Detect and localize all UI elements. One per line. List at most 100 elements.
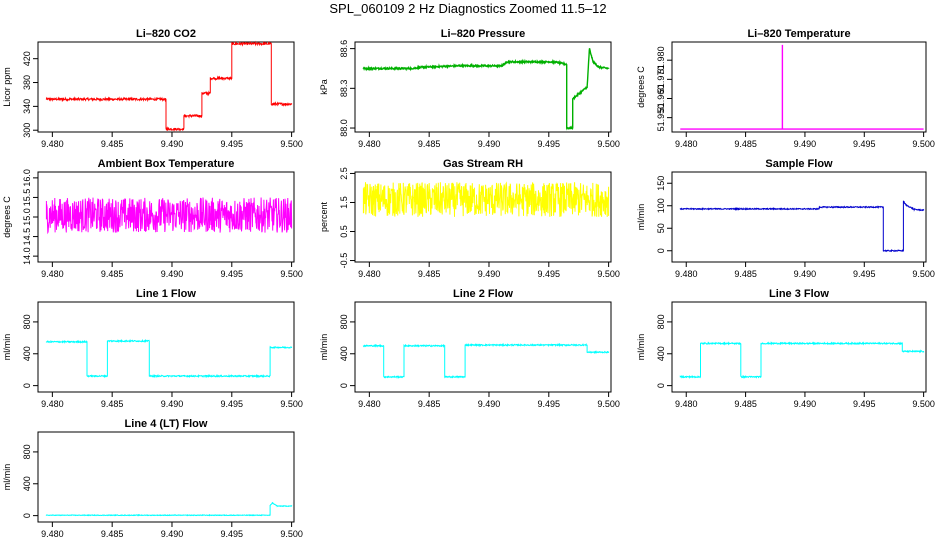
y-tick-label: 88.6 (339, 40, 349, 58)
x-tick-label: 9.490 (794, 269, 817, 279)
series-line (45, 40, 293, 132)
chart-panel: Li–820 Pressure 9.480 9.485 9.490 9.495 9.500… (319, 28, 620, 149)
y-tick-label: 88.0 (339, 119, 349, 137)
chart-title: Li–820 CO2 (136, 28, 196, 40)
y-tick-label: 0 (339, 383, 349, 388)
chart-panel: Line 3 Flow 9.480 9.485 9.490 9.495 9.500 0 400… (636, 288, 935, 409)
x-tick-label: 9.495 (538, 139, 561, 149)
chart-title: Li–820 Pressure (441, 28, 525, 40)
x-tick-label: 9.490 (478, 399, 501, 409)
x-tick-label: 9.495 (221, 269, 244, 279)
plot-frame (354, 301, 612, 393)
x-tick-label: 9.500 (280, 269, 303, 279)
x-tick-label: 9.480 (358, 399, 381, 409)
plot-frame (671, 171, 927, 263)
x-tick-label: 9.485 (734, 139, 757, 149)
x-tick-label: 9.495 (221, 529, 244, 539)
y-tick-label: 14.0 (22, 247, 32, 265)
x-tick-label: 9.485 (101, 399, 124, 409)
y-tick-label: 400 (22, 346, 32, 361)
x-tick-label: 9.480 (358, 139, 381, 149)
y-tick-label: 420 (22, 51, 32, 66)
y-tick-label: 15.5 (22, 189, 32, 207)
y-tick-label: 51.960 (656, 85, 666, 113)
chart-title: Sample Flow (765, 158, 833, 170)
chart-panel: Li–820 CO2 9.480 9.485 9.490 9.495 9.500 300 34… (2, 28, 303, 149)
x-tick-label: 9.490 (161, 399, 184, 409)
chart-panel: Line 2 Flow 9.480 9.485 9.490 9.495 9.500 0 400… (319, 288, 620, 409)
y-tick-label: 2.5 (339, 167, 349, 180)
chart-panel: Gas Stream RH 9.480 9.485 9.490 9.495 9.500 -0… (319, 158, 620, 279)
x-tick-label: 9.495 (538, 399, 561, 409)
chart-title: Line 4 (LT) Flow (125, 418, 208, 430)
x-tick-label: 9.495 (538, 269, 561, 279)
series-line (362, 181, 610, 217)
y-axis-label: Licor ppm (2, 67, 12, 107)
x-tick-label: 9.500 (597, 139, 620, 149)
x-tick-label: 9.495 (221, 399, 244, 409)
x-tick-label: 9.500 (912, 139, 935, 149)
y-tick-label: 400 (656, 346, 666, 361)
x-tick-label: 9.485 (734, 399, 757, 409)
x-tick-label: 9.495 (853, 139, 876, 149)
plot-frame (37, 41, 295, 133)
x-tick-label: 9.480 (41, 399, 64, 409)
y-axis-label: ml/min (636, 204, 646, 231)
plot-frame (37, 431, 295, 523)
x-tick-label: 9.480 (41, 529, 64, 539)
x-tick-label: 9.490 (161, 269, 184, 279)
x-tick-label: 9.485 (418, 399, 441, 409)
x-tick-label: 9.490 (478, 269, 501, 279)
y-axis-label: ml/min (2, 334, 12, 361)
y-axis-label: degrees C (2, 196, 12, 238)
x-tick-label: 9.480 (41, 269, 64, 279)
y-tick-label: 88.3 (339, 80, 349, 98)
series-line (679, 200, 925, 253)
chart-panel: Ambient Box Temperature 9.480 9.485 9.490 9.… (2, 158, 303, 279)
x-tick-label: 9.485 (101, 139, 124, 149)
plot-frame (671, 41, 927, 133)
chart-panel: Sample Flow 9.480 9.485 9.490 9.495 9.500 0 50 1… (636, 158, 935, 279)
plot-frame (354, 41, 612, 133)
x-tick-label: 9.480 (675, 269, 698, 279)
y-axis-label: percent (319, 201, 329, 232)
y-tick-label: 800 (656, 314, 666, 329)
x-tick-label: 9.490 (161, 529, 184, 539)
chart-panel: Line 1 Flow 9.480 9.485 9.490 9.495 9.500 0 400… (2, 288, 303, 409)
y-tick-label: 0.5 (339, 225, 349, 238)
y-tick-label: 0 (22, 513, 32, 518)
y-axis-label: kPa (319, 79, 329, 95)
x-tick-label: 9.500 (597, 399, 620, 409)
y-tick-label: 51.970 (656, 66, 666, 94)
chart-title: Line 3 Flow (769, 288, 829, 300)
chart-title: Ambient Box Temperature (98, 158, 235, 170)
x-tick-label: 9.490 (794, 139, 817, 149)
y-tick-label: 300 (22, 123, 32, 138)
x-tick-label: 9.485 (734, 269, 757, 279)
series-line (680, 44, 924, 130)
y-tick-label: 51.950 (656, 104, 666, 132)
x-tick-label: 9.490 (794, 399, 817, 409)
x-tick-label: 9.480 (675, 399, 698, 409)
chart-panel: Line 4 (LT) Flow 9.480 9.485 9.490 9.495 9.50… (2, 418, 303, 539)
x-tick-label: 9.500 (280, 529, 303, 539)
y-axis-label: ml/min (2, 464, 12, 491)
x-tick-label: 9.485 (101, 269, 124, 279)
chart-title: Line 2 Flow (453, 288, 513, 300)
x-tick-label: 9.495 (853, 399, 876, 409)
x-tick-label: 9.500 (597, 269, 620, 279)
y-tick-label: 0 (22, 383, 32, 388)
x-tick-label: 9.495 (221, 139, 244, 149)
plot-frame (354, 171, 612, 263)
y-axis-label: degrees C (636, 66, 646, 108)
x-tick-label: 9.485 (418, 139, 441, 149)
y-tick-label: 0 (656, 383, 666, 388)
chart-panel: Li–820 Temperature 9.480 9.485 9.490 9.495 9.… (636, 28, 935, 149)
x-tick-label: 9.480 (358, 269, 381, 279)
series-line (362, 48, 610, 131)
chart-title: Li–820 Temperature (747, 28, 850, 40)
y-tick-label: 380 (22, 75, 32, 90)
x-tick-label: 9.480 (675, 139, 698, 149)
x-tick-label: 9.495 (853, 269, 876, 279)
